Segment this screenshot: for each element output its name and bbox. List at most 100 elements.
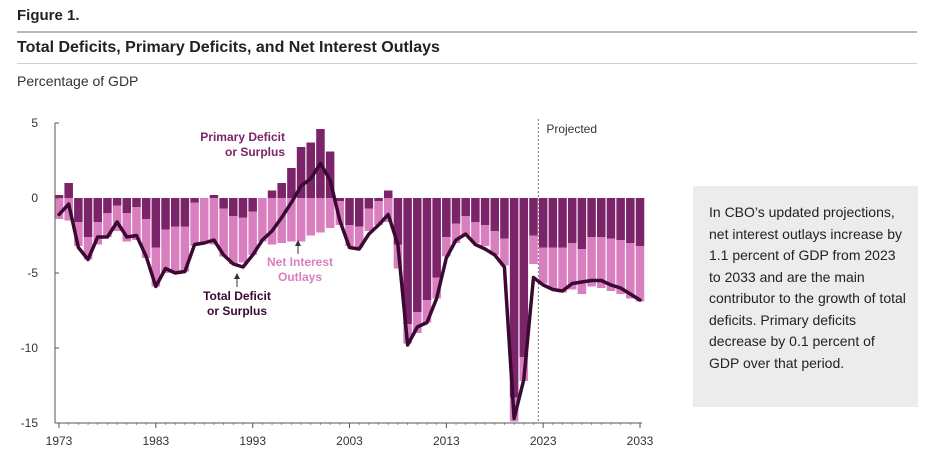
interest-bar: [471, 222, 480, 243]
primary-bar: [74, 198, 83, 222]
primary-bar: [451, 198, 461, 224]
interest-bar: [306, 198, 316, 236]
interest-bar: [442, 237, 451, 257]
primary-bar: [374, 198, 383, 201]
interest-bar: [567, 243, 577, 290]
interest-bar: [141, 219, 151, 258]
x-tick-label: 2013: [433, 434, 460, 448]
primary-bar: [180, 198, 190, 227]
primary-bar: [209, 195, 219, 198]
interest-bar: [548, 247, 558, 290]
primary-bar: [93, 198, 102, 222]
interest-bar: [161, 229, 170, 273]
primary-bar: [354, 198, 364, 227]
primary-bar: [558, 198, 567, 248]
primary-bar: [529, 198, 538, 236]
total-deficit-line: [57, 161, 642, 421]
primary-bar: [597, 198, 606, 237]
primary-bar: [461, 198, 470, 216]
interest-bar: [480, 225, 490, 246]
units-label: Percentage of GDP: [17, 73, 139, 89]
primary-bar: [383, 190, 393, 198]
interest-bar: [335, 201, 345, 225]
primary-bar: [616, 198, 625, 240]
primary-bar: [635, 198, 645, 246]
total-series-label-line: or Surplus: [207, 304, 267, 318]
primary-bar: [538, 198, 548, 248]
primary-bar: [519, 198, 529, 357]
primary-bar: [422, 198, 432, 300]
y-tick-label: 0: [31, 191, 38, 205]
interest-series-label: Net Interest Outlays: [267, 255, 333, 284]
interest-bar: [103, 213, 112, 237]
primary-bar: [345, 198, 354, 225]
interest-series-label-line: Outlays: [278, 270, 322, 284]
title-rule: [17, 63, 917, 64]
primary-bar: [287, 168, 296, 198]
interest-bar: [83, 237, 93, 260]
interest-bar: [413, 312, 422, 333]
y-tick-label: 5: [31, 116, 38, 130]
total-series-label: Total Deficit or Surplus: [203, 289, 271, 318]
interest-bar: [180, 226, 190, 272]
y-tick-label: -5: [27, 266, 38, 280]
y-tick-label: -10: [21, 341, 39, 355]
interest-bar: [296, 198, 306, 242]
primary-bar: [170, 198, 180, 227]
primary-bar: [248, 198, 257, 212]
primary-bar: [606, 198, 616, 239]
interest-bar: [74, 222, 83, 246]
primary-bar: [151, 198, 161, 248]
interest-bar: [490, 231, 500, 255]
primary-bar: [122, 198, 132, 213]
primary-bar: [548, 198, 558, 248]
interest-bar: [364, 208, 374, 231]
interest-bar: [606, 238, 616, 291]
primary-bar: [403, 198, 412, 324]
primary-bar: [490, 198, 500, 231]
interest-bar: [558, 247, 567, 293]
interest-bar: [432, 277, 441, 299]
primary-bar: [190, 198, 199, 203]
primary-bar: [238, 198, 248, 218]
interest-bar: [461, 216, 470, 236]
primary-bar: [471, 198, 480, 222]
total-series-label-line: Total Deficit: [203, 289, 271, 303]
primary-bar: [64, 183, 73, 198]
interest-bar: [238, 217, 248, 263]
primary-bar: [306, 142, 316, 198]
interest-bar: [170, 226, 180, 272]
primary-bar: [54, 195, 64, 198]
interest-bar: [538, 247, 548, 284]
lines-group: [57, 161, 642, 421]
interest-bar: [626, 243, 635, 299]
x-tick-label: 1983: [142, 434, 169, 448]
interest-bar: [345, 225, 354, 246]
interest-bar: [151, 247, 161, 287]
interest-bar: [112, 205, 122, 231]
primary-bar: [296, 147, 306, 198]
primary-bar: [277, 183, 286, 198]
primary-bar: [103, 198, 112, 213]
interest-bar: [587, 237, 596, 287]
primary-bar: [626, 198, 635, 243]
interest-series-label-line: Net Interest: [267, 255, 333, 269]
primary-bar: [335, 198, 345, 201]
interest-bar: [354, 226, 364, 248]
primary-bar: [480, 198, 490, 225]
figure-label: Figure 1.: [17, 7, 80, 24]
interest-bar: [54, 198, 64, 219]
x-tick-label: 2023: [530, 434, 557, 448]
primary-bar: [219, 198, 228, 209]
interest-bar: [132, 207, 141, 240]
interest-bar: [616, 240, 625, 294]
interest-bar: [93, 222, 102, 245]
interest-bar: [422, 300, 432, 323]
interest-bar: [529, 235, 538, 264]
primary-bar: [509, 198, 519, 398]
axes-group: 5 0 -5 -10 -15 1973 1983 1993 2003 2013 2023 2033: [21, 116, 654, 448]
interest-bar: [287, 198, 296, 242]
interest-bar: [122, 213, 132, 242]
x-tick-label: 1973: [46, 434, 73, 448]
